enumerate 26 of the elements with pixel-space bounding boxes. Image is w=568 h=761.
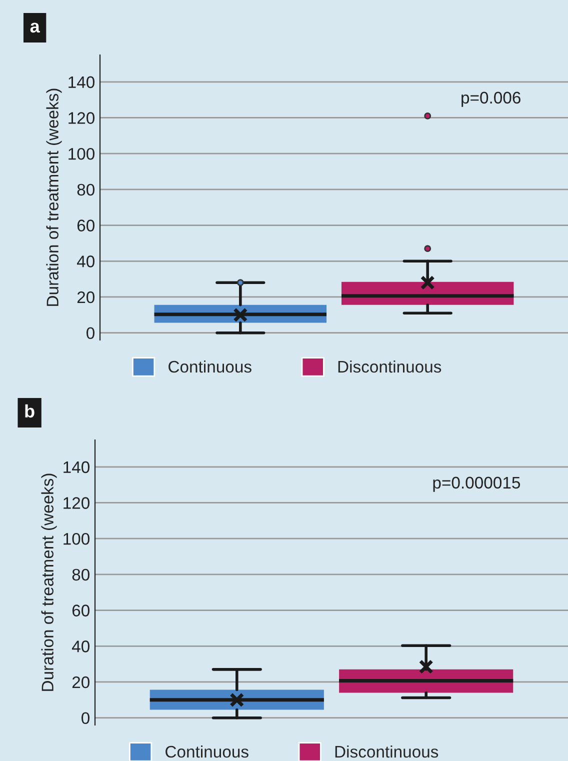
y-tick-label: 60	[72, 604, 90, 616]
y-tick-label: 0	[82, 712, 90, 724]
y-tick-label: 140	[68, 76, 94, 88]
y-tick-label: 140	[64, 461, 90, 474]
y-axis-title: Duration of treatment (weeks)	[46, 88, 62, 306]
y-tick-label: 80	[77, 184, 94, 196]
y-tick-label: 40	[76, 256, 94, 268]
y-tick-label: 120	[64, 497, 90, 509]
y-tick-label: 40	[72, 640, 90, 652]
y-tick-label: 60	[77, 220, 94, 232]
chart-title: b	[25, 404, 34, 418]
y-tick-label: 80	[72, 568, 90, 581]
y-axis-title: Duration of treatment (weeks)	[41, 474, 57, 691]
legend-label: Discontinuous	[338, 360, 442, 373]
y-tick-label: 120	[68, 112, 94, 124]
y-tick-label: 100	[64, 532, 90, 545]
legend-label: Continuous	[166, 745, 248, 758]
annotation: p=0.000015	[433, 476, 520, 492]
y-tick-label: 20	[72, 676, 90, 688]
y-tick-label: 100	[68, 148, 94, 160]
annotation: p=0.006	[462, 92, 520, 107]
chart-title: a	[30, 22, 40, 33]
y-tick-label: 0	[86, 327, 94, 340]
legend-label: Discontinuous	[335, 745, 438, 758]
y-tick-label: 20	[77, 291, 94, 304]
legend-label: Continuous	[168, 360, 252, 373]
